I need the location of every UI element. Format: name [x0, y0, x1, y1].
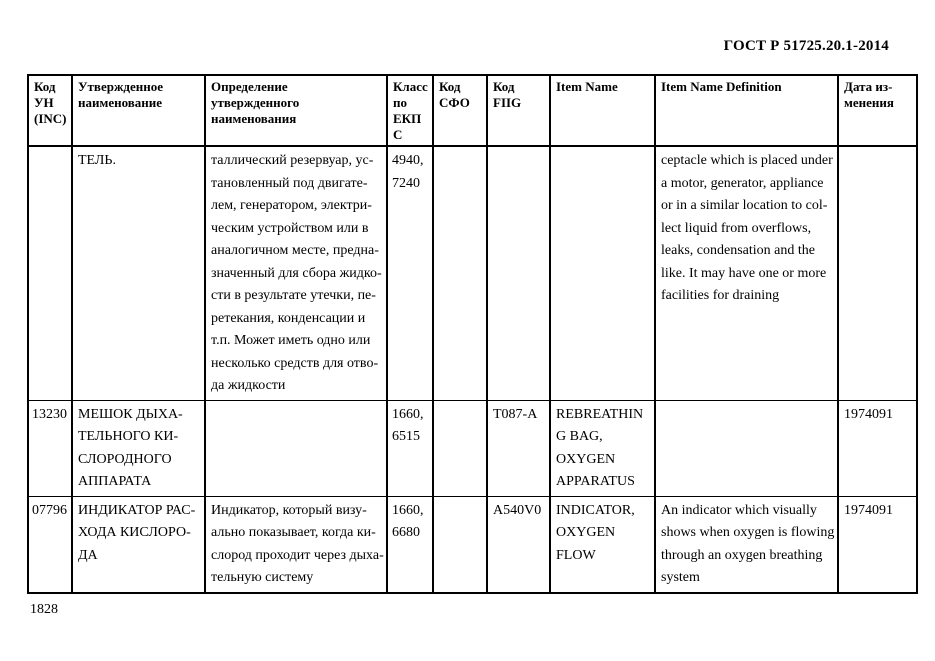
cell-item-name-definition: An indicator which visually shows when o… [654, 495, 839, 594]
column-header-approved-name: Утвержденное наименование [71, 74, 206, 147]
cell-item-name: INDICATOR, OXYGEN FLOW [549, 495, 656, 594]
column-header-ekps-class: Класс по ЕКП С [386, 74, 434, 147]
cell-approved-name: МЕШОК ДЫХА- ТЕЛЬНОГО КИ- СЛОРОДНОГО АППА… [71, 399, 206, 497]
table-row: 07796 ИНДИКАТОР РАС- ХОДА КИСЛОРО- ДА Ин… [27, 495, 918, 594]
table-row: ТЕЛЬ. таллический резервуар, ус- тановле… [27, 145, 918, 401]
column-header-inc-code: Код УН (INC) [27, 74, 73, 147]
page-number: 1828 [30, 602, 58, 617]
cell-change-date [837, 145, 918, 401]
cell-approved-name: ТЕЛЬ. [71, 145, 206, 401]
cell-sfo-code [432, 495, 488, 594]
cell-sfo-code [432, 399, 488, 497]
cell-inc-code [27, 145, 73, 401]
column-header-item-name-definition: Item Name Definition [654, 74, 839, 147]
cell-approved-name: ИНДИКАТОР РАС- ХОДА КИСЛОРО- ДА [71, 495, 206, 594]
cell-ekps-class: 4940, 7240 [386, 145, 434, 401]
cell-inc-code: 07796 [27, 495, 73, 594]
cell-item-name-definition [654, 399, 839, 497]
cell-fiig-code [486, 145, 551, 401]
cell-approved-definition [204, 399, 388, 497]
cell-ekps-class: 1660, 6680 [386, 495, 434, 594]
cell-item-name: REBREATHIN G BAG, OXYGEN APPARATUS [549, 399, 656, 497]
column-header-approved-definition: Определение утвержденного наименования [204, 74, 388, 147]
cell-sfo-code [432, 145, 488, 401]
cell-item-name-definition: ceptacle which is placed under a motor, … [654, 145, 839, 401]
column-header-item-name: Item Name [549, 74, 656, 147]
cell-ekps-class: 1660, 6515 [386, 399, 434, 497]
document-code-header: ГОСТ Р 51725.20.1-2014 [723, 38, 889, 54]
column-header-change-date: Дата из- менения [837, 74, 918, 147]
cell-approved-definition: Индикатор, который визу- ально показывае… [204, 495, 388, 594]
column-header-sfo-code: Код СФО [432, 74, 488, 147]
cell-change-date: 1974091 [837, 495, 918, 594]
table-row: 13230 МЕШОК ДЫХА- ТЕЛЬНОГО КИ- СЛОРОДНОГ… [27, 399, 918, 497]
items-table: Код УН (INC) Утвержденное наименование О… [27, 74, 918, 594]
column-header-fiig-code: Код FIIG [486, 74, 551, 147]
cell-fiig-code: T087-A [486, 399, 551, 497]
cell-fiig-code: A540V0 [486, 495, 551, 594]
cell-item-name [549, 145, 656, 401]
cell-inc-code: 13230 [27, 399, 73, 497]
cell-approved-definition: таллический резервуар, ус- тановленный п… [204, 145, 388, 401]
table-header-row: Код УН (INC) Утвержденное наименование О… [27, 74, 918, 147]
cell-change-date: 1974091 [837, 399, 918, 497]
